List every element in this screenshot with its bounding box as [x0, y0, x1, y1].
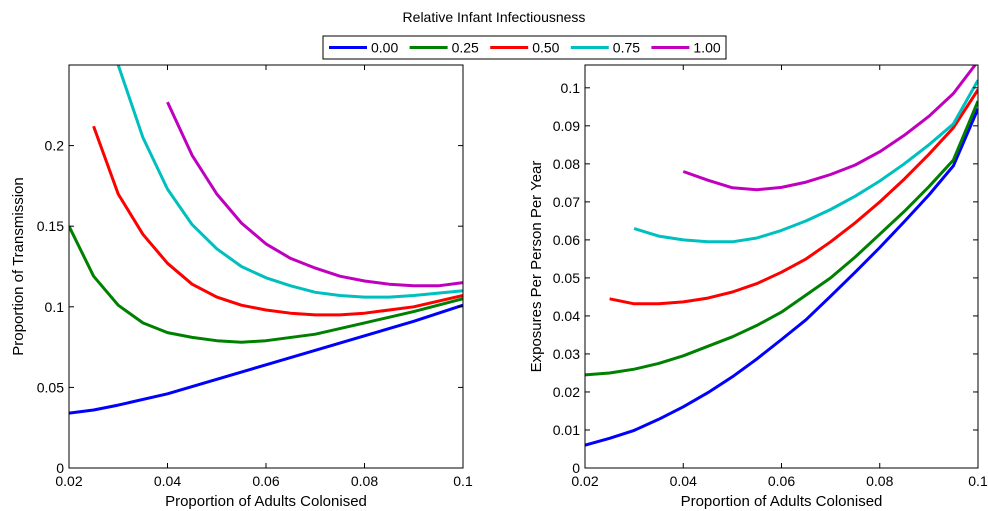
legend-label: 0.25: [452, 40, 479, 56]
y-tick-label: 0: [572, 460, 580, 476]
x-tick-label: 0.06: [768, 473, 795, 489]
series-line-0-00: [585, 108, 978, 447]
y-tick-label: 0.1: [561, 80, 581, 96]
y-tick-label: 0.15: [37, 218, 64, 234]
legend-label: 0.00: [371, 40, 398, 56]
x-tick-label: 0.1: [968, 473, 988, 489]
y-axis-label: Proportion of Transmission: [10, 177, 27, 355]
y-tick-label: 0.05: [553, 270, 580, 286]
x-tick-label: 0.02: [55, 473, 82, 489]
y-tick-label: 0.2: [45, 138, 65, 154]
y-tick-label: 0.01: [553, 422, 580, 438]
y-axis-label: Exposures Per Person Per Year: [528, 161, 545, 373]
y-tick-label: 0.09: [553, 118, 580, 134]
y-tick-label: 0.02: [553, 384, 580, 400]
y-tick-label: 0.03: [553, 346, 580, 362]
series-line-1-00: [166, 101, 463, 288]
series-line-0-50: [609, 88, 978, 306]
legend-label: 0.75: [613, 40, 640, 56]
x-tick-label: 0.04: [670, 473, 697, 489]
y-tick-label: 0.07: [553, 194, 580, 210]
series-group: [585, 65, 978, 447]
right-panel-exposures: 0.02 0.04 0.06 0.08 0.1 0 0.01 0.02 0.03 0.04 0.05…: [528, 64, 988, 510]
legend: 0.00 0.25 0.50 0.75 1.00: [322, 35, 727, 60]
left-panel-transmission: 0.02 0.04 0.06 0.08 0.1 0 0.05 0.1 0.15 0.2 Propor…: [10, 64, 473, 510]
x-tick-label: 0.06: [252, 473, 279, 489]
legend-label: 0.50: [532, 40, 559, 56]
series-line-0-75: [116, 65, 463, 299]
legend-title: Relative Infant Infectiousness: [403, 9, 586, 25]
x-axis-label: Proportion of Adults Colonised: [165, 493, 367, 510]
x-tick-label: 0.08: [351, 473, 378, 489]
x-tick-label: 0.1: [453, 473, 473, 489]
legend-label: 1.00: [693, 40, 720, 56]
x-axis-label: Proportion of Adults Colonised: [681, 493, 883, 510]
x-tick-label: 0.04: [154, 473, 181, 489]
y-tick-label: 0: [56, 460, 64, 476]
series-line-1-00: [682, 65, 977, 192]
series-line-0-75: [633, 79, 978, 244]
series-group: [69, 65, 463, 415]
y-tick-label: 0.05: [37, 379, 64, 395]
y-tick-label: 0.04: [553, 308, 580, 324]
series-line-0-00: [69, 303, 463, 415]
series-line-0-50: [92, 125, 463, 317]
plot-frame: [68, 64, 464, 469]
x-tick-label: 0.02: [571, 473, 598, 489]
y-tick-label: 0.06: [553, 232, 580, 248]
x-tick-label: 0.08: [866, 473, 893, 489]
series-line-0-25: [69, 225, 463, 344]
series-line-0-25: [585, 100, 978, 377]
y-tick-label: 0.08: [553, 156, 580, 172]
y-tick-label: 0.1: [45, 299, 65, 315]
